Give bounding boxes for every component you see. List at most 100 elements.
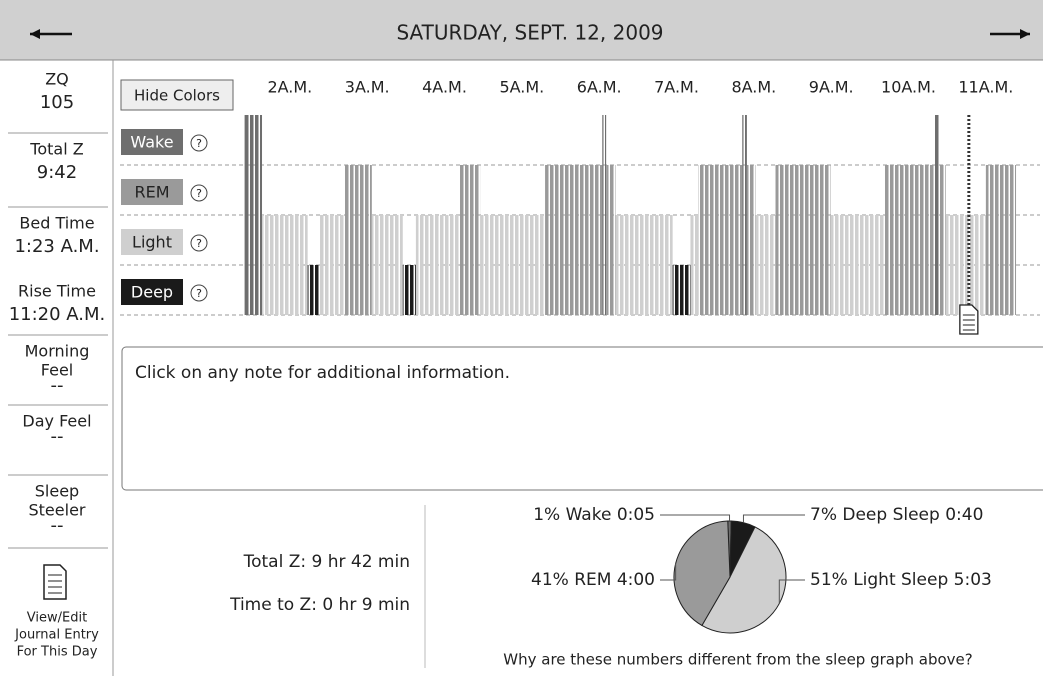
next-arrow[interactable] (990, 29, 1030, 39)
x-tick-label: 2A.M. (267, 78, 312, 97)
x-tick-label: 11A.M. (958, 78, 1013, 97)
stage-bar (830, 215, 884, 315)
date-title: SATURDAY, SEPT. 12, 2009 (396, 21, 663, 45)
pie-question[interactable]: Why are these numbers different from the… (503, 651, 972, 669)
sidebar-label: Rise Time (18, 282, 96, 301)
pie-label: 51% Light Sleep 5:03 (810, 570, 992, 590)
x-tick-label: 8A.M. (731, 78, 776, 97)
sidebar-value: 1:23 A.M. (14, 236, 99, 257)
hide-colors-button[interactable]: Hide Colors (120, 79, 234, 111)
stage-bar (934, 115, 939, 315)
sidebar-label: Bed Time (19, 214, 94, 233)
help-mark: ? (196, 187, 202, 200)
help-circle (190, 184, 208, 202)
stage-bar (245, 115, 263, 315)
stage-bar (307, 265, 321, 315)
sidebar-label: Total Z (29, 140, 83, 159)
notes-box (121, 346, 1043, 491)
help-circle (190, 234, 208, 252)
notes-hint: Click on any note for additional informa… (135, 363, 510, 383)
leader-line (778, 579, 805, 604)
x-tick-label: 3A.M. (345, 78, 390, 97)
journal-link[interactable]: View/Edit (27, 611, 87, 626)
sidebar-label: Feel (41, 361, 73, 380)
sidebar-value: -- (51, 426, 64, 447)
note-icon[interactable] (959, 304, 979, 335)
stage-bar (344, 165, 372, 315)
help-mark: ? (196, 287, 202, 300)
journal-icon[interactable] (43, 564, 67, 600)
leader-line (660, 563, 677, 581)
stage-bar (938, 165, 946, 315)
stage-bar (742, 115, 747, 315)
prev-arrow[interactable] (30, 29, 72, 39)
summary-total: Total Z: 9 hr 42 min (243, 552, 410, 572)
stage-bar (945, 215, 986, 315)
stage-bar (883, 165, 935, 315)
sidebar-label: Sleep (35, 482, 79, 501)
journal-link[interactable]: Journal Entry (14, 628, 99, 643)
stage-label-box (121, 229, 183, 255)
stage-name: Wake (130, 133, 173, 152)
leader-line (742, 514, 805, 523)
help-icon[interactable]: ? (190, 234, 208, 252)
stage-bar (672, 265, 691, 315)
sidebar: ZQ 105 Total Z 9:42 Bed Time 1:23 A.M. Rise Ti… (8, 70, 108, 660)
header-bar (0, 0, 1043, 60)
x-tick-label: 5A.M. (499, 78, 544, 97)
stage-bar (320, 215, 345, 315)
sidebar-value: -- (51, 375, 64, 396)
help-icon[interactable]: ? (190, 134, 208, 152)
pie-label: 1% Wake 0:05 (533, 505, 655, 525)
stage-label-box (121, 179, 183, 205)
stage-bar (755, 215, 776, 315)
stage-bar (371, 215, 403, 315)
leader-line (660, 514, 731, 522)
help-mark: ? (196, 237, 202, 250)
stage-name: Light (132, 233, 172, 252)
icon-page (43, 564, 67, 600)
sleep-graph: Hide Colors 2A.M. 3A.M. 4A.M. 5A.M. 6A.M. 7A.M… (120, 78, 1040, 335)
journal-link[interactable]: For This Day (17, 645, 98, 660)
stage-bar (690, 215, 699, 315)
summary-time-to-z: Time to Z: 0 hr 9 min (229, 595, 410, 615)
sidebar-value: 105 (40, 92, 74, 113)
x-tick-label: 4A.M. (422, 78, 467, 97)
stage-label: REM (121, 179, 183, 205)
stage-label: Deep (121, 279, 183, 305)
stage-bar (985, 165, 1017, 315)
stage-bar (262, 215, 308, 315)
x-tick-label: 9A.M. (809, 78, 854, 97)
sidebar-value: 9:42 (37, 162, 77, 183)
button-label: Hide Colors (134, 87, 220, 105)
sidebar-label: Day Feel (22, 412, 91, 431)
stage-bar (615, 215, 673, 315)
help-circle (190, 284, 208, 302)
stage-label-box (121, 279, 183, 305)
stage-label: Light (121, 229, 183, 255)
stage-label-box (121, 129, 183, 155)
x-tick-label: 10A.M. (881, 78, 936, 97)
stage-bar (459, 165, 481, 315)
stage-bar (545, 165, 603, 315)
sidebar-label: Steeler (29, 501, 86, 520)
stage-label: Wake (121, 129, 183, 155)
help-icon[interactable]: ? (190, 284, 208, 302)
help-icon[interactable]: ? (190, 184, 208, 202)
help-mark: ? (196, 137, 202, 150)
sidebar-label: ZQ (45, 70, 69, 89)
stage-bar (775, 165, 831, 315)
stage-bar (606, 165, 616, 315)
stage-name: REM (134, 183, 169, 202)
sidebar-value: 11:20 A.M. (9, 304, 106, 325)
stage-bar (602, 115, 607, 315)
stage-bar (402, 265, 416, 315)
stage-bar (698, 165, 743, 315)
button-box (120, 79, 234, 111)
pie-label: 41% REM 4:00 (531, 570, 655, 590)
help-circle (190, 134, 208, 152)
stage-bar (415, 215, 460, 315)
x-tick-label: 7A.M. (654, 78, 699, 97)
x-tick-label: 6A.M. (577, 78, 622, 97)
